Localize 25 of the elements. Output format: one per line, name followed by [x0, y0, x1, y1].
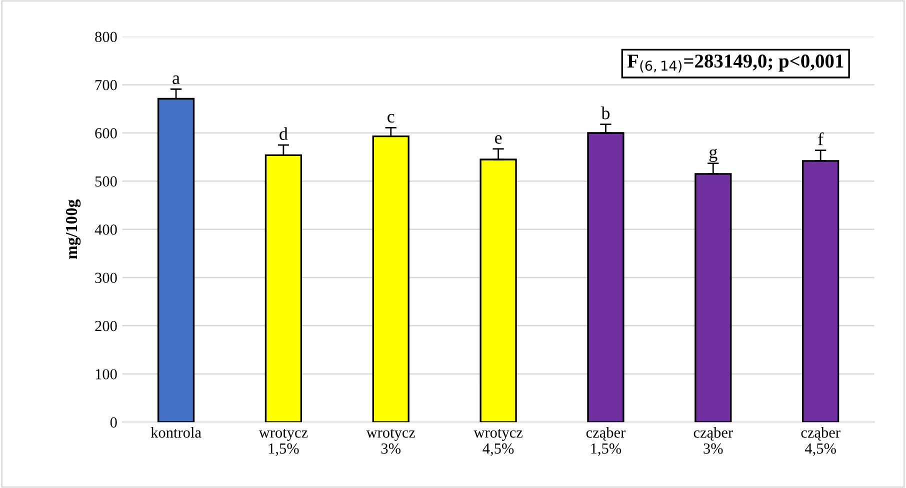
y-tick-label: 400 [94, 224, 117, 235]
y-tick-label: 500 [95, 176, 117, 187]
x-tick-label: wrotycz 1,5% [258, 428, 308, 456]
annotation: e [495, 135, 502, 144]
y-axis-title: mg/100g [66, 199, 81, 259]
annotation: c [388, 114, 394, 123]
x-tick-label: kontrola [150, 426, 202, 438]
x-tick-label: wrotycz 3% [366, 428, 416, 454]
y-tick-label: 700 [96, 80, 117, 90]
y-tick-label: 0 [110, 417, 117, 428]
annotation: a [172, 75, 180, 84]
x-tick-label: wrotycz 4,5% [474, 428, 522, 456]
annotation: b [601, 106, 610, 120]
y-tick-label: 300 [95, 272, 117, 283]
annotation: F$_{(6,14)}$=283149,0; p<0,001 [627, 54, 844, 72]
x-tick-label: cząber 1,5% [586, 426, 626, 456]
y-tick-label: 600 [95, 128, 117, 138]
x-tick-label: cząber 3% [694, 426, 733, 454]
y-tick-label: 200 [95, 320, 117, 332]
annotation: g [709, 148, 718, 162]
y-tick-label: 100 [96, 369, 117, 380]
y-tick-label: 800 [95, 32, 117, 42]
x-tick-label: cząber 4,5% [801, 426, 840, 456]
annotation: f [818, 132, 824, 146]
annotation: d [280, 127, 288, 140]
